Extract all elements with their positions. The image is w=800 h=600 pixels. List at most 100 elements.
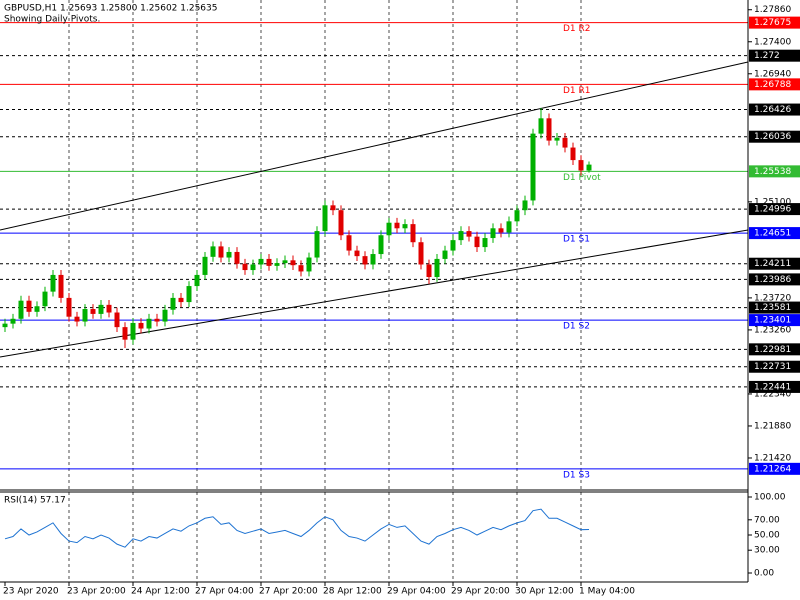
candle-body [538, 118, 544, 134]
y-tick-label: 1.23260 [754, 325, 791, 335]
y-tick-label: 1.27860 [754, 5, 791, 15]
candle-body [498, 228, 504, 233]
level-badge [749, 165, 800, 178]
rsi-tick-label: 0.00 [754, 569, 774, 579]
level-label: D1 S2 [563, 322, 590, 332]
level-label: D1 Pivot [563, 173, 601, 183]
x-tick-label: 1 May 04:00 [579, 587, 635, 597]
candle-body [378, 235, 384, 255]
level-value: 1.272 [754, 51, 780, 61]
candle-body [242, 263, 248, 271]
candle-body [362, 256, 368, 265]
candle-body [18, 300, 24, 319]
chart-title: GBPUSD,H1 1.25693 1.25800 1.25602 1.2563… [4, 4, 217, 14]
candle-body [202, 256, 208, 275]
candle-body [10, 318, 16, 324]
candle-body [50, 274, 56, 292]
candles [2, 107, 592, 349]
candle-body [490, 228, 496, 239]
candle-body [530, 133, 536, 201]
level-label: D1 R2 [563, 24, 591, 34]
candle-body [394, 222, 400, 229]
candle-body [146, 318, 152, 329]
level-badge [749, 257, 800, 270]
y-tick-label: 1.27400 [754, 37, 791, 47]
level-label: D1 S3 [563, 470, 590, 480]
candle-body [290, 260, 296, 266]
candle-body [274, 263, 280, 266]
candle-body [34, 306, 40, 312]
x-tick-label: 27 Apr 20:00 [259, 587, 318, 597]
level-value: 1.21264 [754, 464, 791, 474]
level-value: 1.26788 [754, 80, 791, 90]
candle-body [306, 257, 312, 272]
candle-body [298, 265, 304, 272]
level-badge [749, 462, 800, 475]
level-value: 1.24211 [754, 259, 791, 269]
level-value: 1.24651 [754, 229, 791, 239]
candle-body [466, 231, 472, 237]
candle-body [314, 231, 320, 258]
candle-body [410, 224, 416, 243]
level-badge [749, 227, 800, 240]
level-badge [749, 78, 800, 91]
y-tick-label: 1.21420 [754, 453, 791, 463]
level-badge [749, 314, 800, 327]
x-tick-label: 29 Apr 04:00 [387, 587, 446, 597]
candle-body [82, 309, 88, 322]
level-badge [749, 203, 800, 216]
grid [68, 0, 582, 582]
candle-body [186, 286, 192, 303]
level-badge [749, 343, 800, 356]
candle-body [578, 160, 584, 171]
candle-body [138, 322, 144, 329]
candle-body [74, 316, 80, 322]
candle-body [114, 312, 120, 328]
level-badge [749, 273, 800, 286]
level-value: 1.23401 [754, 316, 791, 326]
channel-upper [0, 61, 749, 231]
candle-body [154, 318, 160, 322]
candle-body [418, 242, 424, 265]
candle-body [434, 258, 440, 278]
candle-body [346, 235, 352, 251]
candle-body [570, 147, 576, 161]
candle-body [218, 246, 224, 258]
candle-body [234, 251, 240, 264]
level-value: 1.24996 [754, 205, 791, 215]
level-badge [749, 103, 800, 116]
candle-body [546, 118, 552, 141]
candle-body [386, 222, 392, 236]
candle-body [522, 200, 528, 211]
candle-body [106, 304, 112, 313]
candle-body [66, 297, 72, 317]
x-tick-label: 28 Apr 12:00 [323, 587, 382, 597]
candle-body [506, 221, 512, 233]
candle-body [178, 297, 184, 303]
candle-body [442, 250, 448, 259]
rsi-tick-label: 50.00 [754, 531, 780, 541]
x-tick-label: 23 Apr 20:00 [67, 587, 126, 597]
y-tick-label: 1.21880 [754, 421, 791, 431]
candle-body [194, 274, 200, 287]
y-tick-label: 1.26940 [754, 69, 791, 79]
y-tick-label: 1.23720 [754, 293, 791, 303]
candle-body [26, 300, 32, 312]
rsi-label: RSI(14) 57.17 [4, 496, 66, 506]
candle-body [210, 246, 216, 257]
candle-body [226, 251, 232, 258]
candle-body [586, 164, 592, 171]
candle-body [482, 238, 488, 248]
candle-body [514, 210, 520, 222]
level-label: D1 S1 [563, 235, 590, 245]
level-value: 1.26036 [754, 132, 791, 142]
candle-body [354, 250, 360, 257]
candle-body [98, 304, 104, 314]
candle-body [474, 236, 480, 248]
x-tick-label: 29 Apr 20:00 [451, 587, 510, 597]
level-badge [749, 49, 800, 62]
candle-body [266, 258, 272, 266]
candle-body [90, 309, 96, 314]
level-badge [749, 360, 800, 373]
